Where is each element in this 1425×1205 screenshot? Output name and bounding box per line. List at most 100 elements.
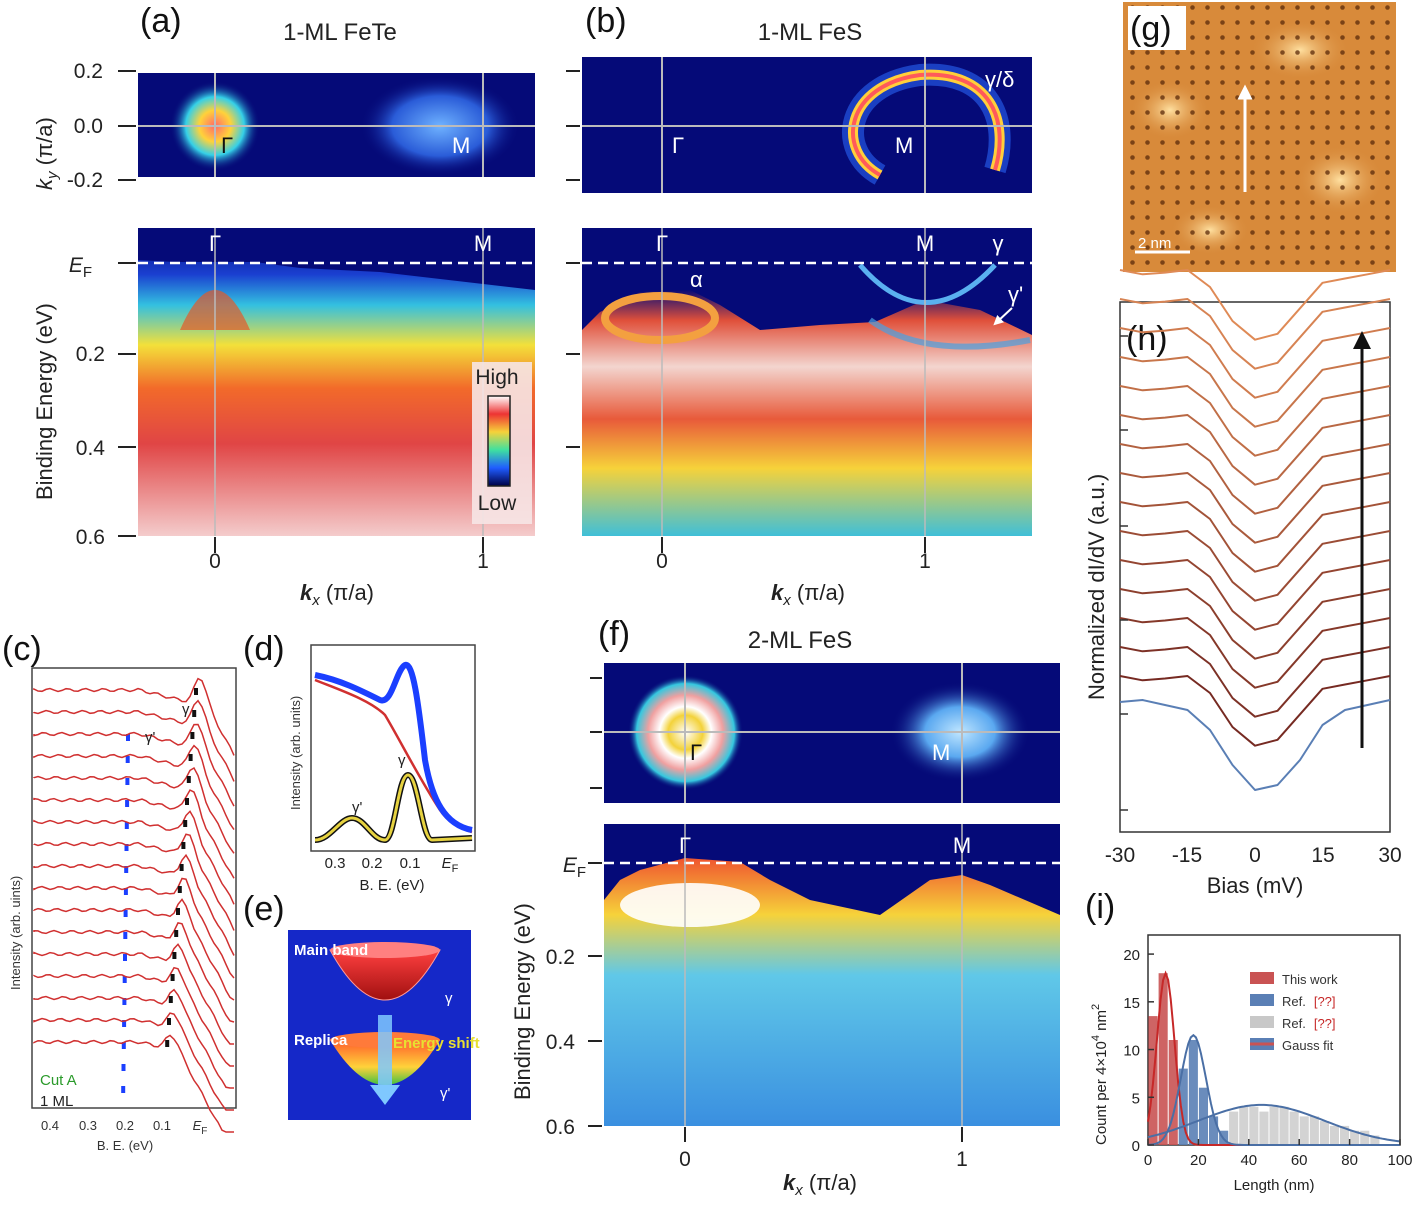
panel-b-cut-gamma: Γ bbox=[656, 231, 668, 256]
edc-gamma-marker bbox=[188, 754, 193, 761]
panel-f-be-tick-02: 0.2 bbox=[546, 946, 575, 969]
panel-b-kx-tick-1: 1 bbox=[919, 550, 931, 573]
gauss-fit-curve bbox=[1147, 1033, 1400, 1146]
panel-a-letter: (a) bbox=[140, 2, 182, 40]
edc-curve bbox=[33, 677, 235, 756]
panel-b-map-gamma-delta: γ/δ bbox=[985, 67, 1014, 92]
panel-f-kx-tick-0: 0 bbox=[679, 1148, 691, 1171]
edc-curve bbox=[33, 766, 235, 854]
histogram-bar bbox=[1178, 1068, 1188, 1145]
panel-f-kx-label: kx (π/a) bbox=[783, 1170, 857, 1199]
edc-curve bbox=[33, 898, 235, 1001]
panel-b-map-gamma: Γ bbox=[672, 133, 684, 158]
histogram-bar bbox=[1188, 1040, 1198, 1145]
panel-d-data-curve bbox=[314, 662, 473, 833]
edc-gamma-prime-marker bbox=[121, 1042, 126, 1049]
panel-c: (c) γ' γ Cut A 1 ML Intensity (arb. uint… bbox=[2, 630, 237, 1153]
panel-a: (a) 1-ML FeTe Γ M 0.2 0.0 -0.2 ky (π/a) bbox=[32, 2, 535, 609]
legend-ref-1: Ref. [??] bbox=[1282, 994, 1336, 1009]
panel-a-ky-axis: 0.2 0.0 -0.2 ky (π/a) bbox=[32, 60, 136, 192]
histogram-bar bbox=[1229, 1111, 1239, 1145]
panel-d-tick-02: 0.2 bbox=[362, 855, 383, 872]
edc-curve bbox=[33, 789, 235, 879]
panel-b-gamma-prime-band bbox=[868, 317, 1031, 350]
panel-a-map-gamma: Γ bbox=[221, 133, 233, 158]
y-tick-label: 20 bbox=[1123, 947, 1140, 964]
panel-c-tick-04: 0.4 bbox=[41, 1118, 59, 1133]
edc-curve bbox=[33, 1012, 234, 1111]
sts-spectrum bbox=[1119, 530, 1391, 602]
sts-spectrum bbox=[1119, 414, 1391, 486]
panel-f-be-tick-06: 0.6 bbox=[546, 1116, 575, 1139]
panel-h-yticks bbox=[1120, 335, 1128, 811]
panel-h-spectra bbox=[1119, 269, 1391, 791]
panel-c-gamma: γ bbox=[182, 701, 190, 718]
panel-f-be-tick-04: 0.4 bbox=[546, 1031, 576, 1054]
y-tick-label: 5 bbox=[1132, 1090, 1140, 1107]
histogram-bar bbox=[1289, 1111, 1299, 1145]
histogram-bar bbox=[1239, 1106, 1249, 1145]
panel-e-main-band-label: Main band bbox=[294, 942, 368, 959]
edc-curve bbox=[33, 943, 234, 1045]
panel-b-cut-gamma-label: γ bbox=[993, 231, 1004, 256]
panel-h-letter: (h) bbox=[1126, 320, 1168, 358]
ky-tick-zero: 0.0 bbox=[74, 115, 103, 138]
panel-a-map-m: M bbox=[452, 133, 470, 158]
edc-gamma-marker bbox=[177, 886, 182, 893]
panel-b-kx-label: kx (π/a) bbox=[771, 580, 845, 609]
colorbar-low: Low bbox=[478, 492, 517, 515]
panel-h: (h) Normalized dI/dV (a.u.) -30 -15 0 15… bbox=[1084, 269, 1402, 898]
edc-gamma-prime-marker bbox=[124, 866, 129, 873]
histogram-bar bbox=[1299, 1116, 1309, 1145]
panel-b-gamma-band bbox=[858, 263, 997, 305]
panel-e-energy-shift-arrow bbox=[378, 1015, 392, 1085]
panel-b-cut-m: M bbox=[916, 231, 934, 256]
panel-e-energy-shift-label: Energy shift bbox=[393, 1035, 480, 1052]
edc-gamma-marker bbox=[172, 952, 177, 959]
panel-f-main-band bbox=[620, 883, 760, 927]
panel-f-be-label: Binding Energy (eV) bbox=[510, 903, 535, 1100]
edc-gamma-prime-marker bbox=[123, 932, 128, 939]
panel-a-be-label: Binding Energy (eV) bbox=[32, 303, 57, 500]
panel-c-tick-01: 0.1 bbox=[153, 1118, 171, 1133]
edc-curve bbox=[33, 853, 235, 956]
edc-gamma-prime-marker bbox=[125, 756, 130, 763]
panel-f-map-m: M bbox=[932, 740, 950, 765]
histogram-bar bbox=[1198, 1087, 1208, 1145]
y-tick-label: 15 bbox=[1123, 995, 1140, 1012]
histogram-bar bbox=[1309, 1116, 1319, 1145]
panel-i-fits bbox=[1147, 970, 1401, 1146]
panel-b-map-m: M bbox=[895, 133, 913, 158]
histogram-bar bbox=[1158, 973, 1168, 1145]
panel-b-kx-tick-0: 0 bbox=[656, 550, 668, 573]
edc-gamma-marker bbox=[190, 732, 195, 739]
panel-c-frame bbox=[31, 667, 237, 1109]
edc-curve bbox=[33, 699, 235, 782]
panel-c-ml-label: 1 ML bbox=[40, 1093, 73, 1110]
panel-f-kx-tick-1: 1 bbox=[956, 1148, 968, 1171]
be-tick-06: 0.6 bbox=[76, 526, 105, 549]
panel-d-ylabel: Intensity (arb. units) bbox=[288, 696, 303, 810]
panel-h-xtick-m15: -15 bbox=[1172, 844, 1202, 867]
panel-h-xtick-15: 15 bbox=[1311, 844, 1334, 867]
panel-d-tick-03: 0.3 bbox=[325, 855, 346, 872]
edc-gamma-marker bbox=[168, 996, 173, 1003]
sts-spectrum bbox=[1119, 327, 1391, 399]
panel-b-gamma-prime-label: γ' bbox=[1008, 282, 1023, 307]
panel-b-letter: (b) bbox=[585, 2, 627, 40]
x-tick-label: 60 bbox=[1291, 1152, 1308, 1169]
panel-e-replica-label: Replica bbox=[294, 1032, 348, 1049]
panel-e-main-band bbox=[329, 949, 441, 1001]
histogram-bar bbox=[1269, 1106, 1279, 1145]
panel-f: (f) 2-ML FeS Γ M Γ M EF 0.2 0.4 0.6 Bind… bbox=[510, 615, 1060, 1199]
edc-gamma-prime-marker bbox=[124, 844, 129, 851]
edc-gamma-marker bbox=[179, 864, 184, 871]
panel-c-tick-02: 0.2 bbox=[116, 1118, 134, 1133]
edc-gamma-marker bbox=[167, 1018, 171, 1025]
edc-curve bbox=[33, 966, 234, 1067]
panel-f-letter: (f) bbox=[598, 615, 630, 653]
edc-gamma-marker bbox=[183, 820, 188, 827]
edc-gamma-prime-marker bbox=[126, 734, 130, 741]
edc-gamma-prime-marker bbox=[124, 822, 129, 829]
